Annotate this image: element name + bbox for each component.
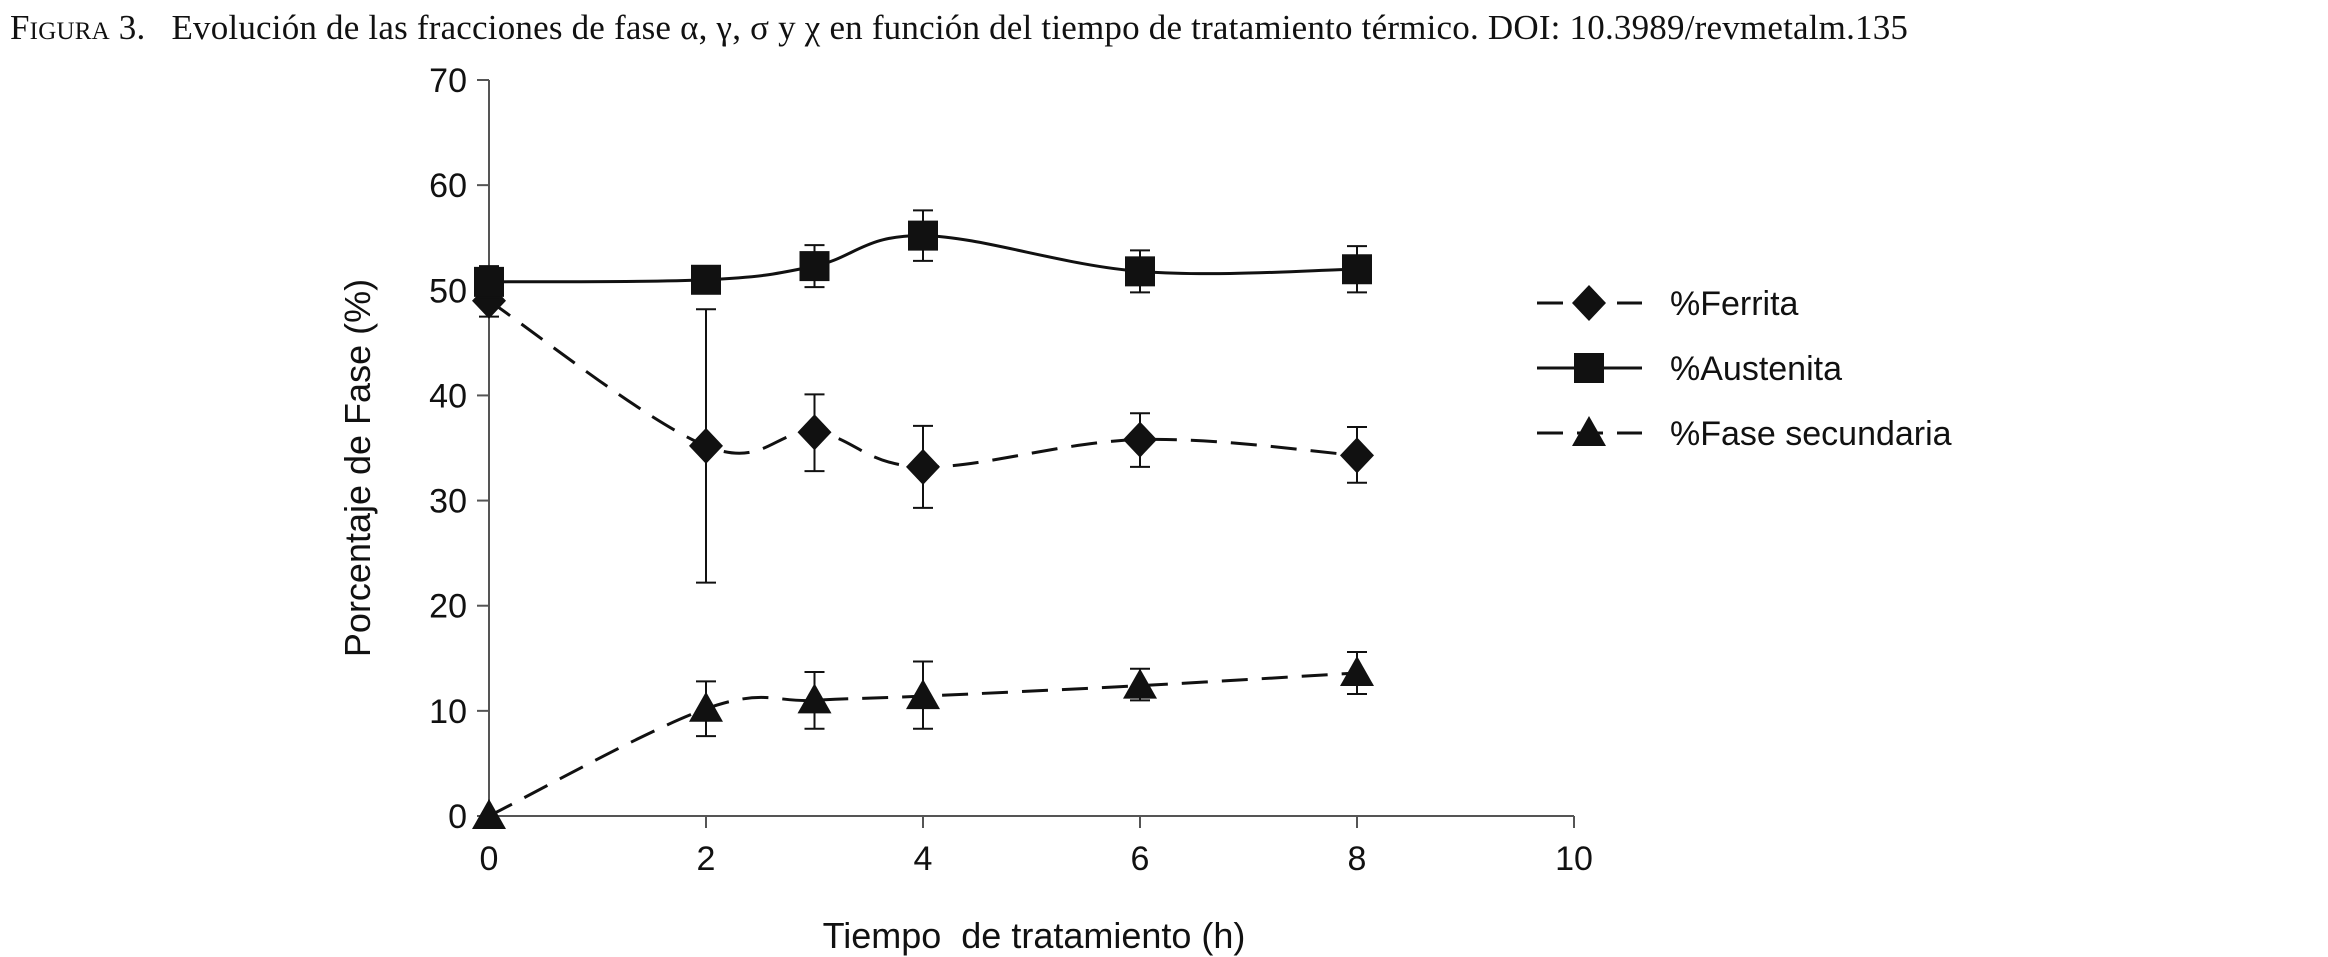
data-point-diamond	[1123, 421, 1157, 458]
data-point-square	[1125, 256, 1155, 287]
legend-marker	[1572, 416, 1606, 446]
y-tick-label: 40	[429, 377, 467, 415]
x-tick-label: 6	[1131, 840, 1150, 878]
series-line	[488, 299, 1358, 469]
y-axis-label: Porcentaje de Fase (%)	[337, 279, 378, 657]
data-point-diamond	[689, 427, 723, 464]
data-point-triangle	[906, 679, 940, 710]
x-tick-label: 8	[1348, 840, 1367, 878]
data-point-diamond	[797, 414, 832, 451]
series-line	[488, 234, 1358, 284]
series-line	[488, 671, 1358, 818]
figure-caption: Figura 3. Evolución de las fracciones de …	[10, 8, 2328, 48]
legend-label: %Austenita	[1670, 350, 1842, 388]
series-diamond	[472, 282, 1374, 584]
data-point-square	[908, 220, 938, 251]
data-point-square	[474, 266, 504, 297]
data-point-triangle	[1123, 668, 1157, 699]
caption-text: Evolución de las fracciones de fase α, γ…	[171, 8, 1909, 47]
data-point-triangle	[472, 799, 506, 829]
x-tick-label: 10	[1555, 840, 1593, 878]
data-point-square	[691, 264, 721, 295]
series-layer	[472, 209, 1374, 829]
y-tick-label: 60	[429, 167, 467, 205]
legend-entry: %Ferrita	[1537, 285, 1799, 323]
legend-entry: %Austenita	[1537, 350, 1842, 388]
legend-entry: %Fase secundaria	[1537, 415, 1952, 453]
series-square	[474, 209, 1372, 299]
legend-marker	[1572, 285, 1606, 321]
axes: 0 10 20 30 40 50 60 70 0 2 4 6 8 10	[429, 62, 1593, 878]
x-tick-label: 4	[914, 840, 933, 878]
data-point-triangle	[689, 691, 723, 722]
legend-label: %Fase secundaria	[1670, 415, 1952, 453]
x-axis-label: Tiempo de tratamiento (h)	[823, 915, 1246, 956]
y-tick-label: 10	[429, 693, 467, 731]
figure-label: Figura 3.	[10, 8, 146, 47]
y-tick-label: 20	[429, 588, 467, 626]
x-tick-label: 2	[697, 840, 716, 878]
legend-marker	[1574, 353, 1604, 383]
x-tick-label: 0	[480, 840, 499, 878]
y-tick-label: 50	[429, 272, 467, 310]
data-point-triangle	[1340, 656, 1374, 687]
data-point-diamond	[906, 448, 940, 485]
data-point-square	[799, 251, 830, 282]
y-tick-label: 30	[429, 483, 467, 521]
data-point-triangle	[797, 683, 832, 714]
data-point-diamond	[1340, 437, 1374, 474]
legend-label: %Ferrita	[1670, 285, 1799, 323]
legend: %Ferrita %Austenita %Fase secundaria	[1537, 285, 1952, 453]
series-triangle	[472, 650, 1374, 829]
y-tick-label: 0	[448, 798, 467, 836]
y-tick-label: 70	[429, 62, 467, 100]
data-point-square	[1342, 254, 1372, 285]
